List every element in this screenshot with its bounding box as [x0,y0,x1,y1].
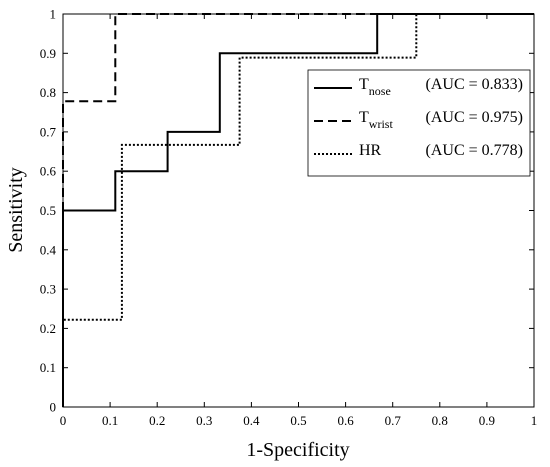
y-tick-label: 0.3 [40,282,56,297]
legend-auc: (AUC = 0.833) [426,76,523,93]
y-tick-label: 1 [50,7,57,22]
y-tick-label: 0.2 [40,321,56,336]
legend: Tnose (AUC = 0.833) Twrist (AUC = 0.975) HR (… [307,69,531,177]
x-tick-label: 0.3 [196,413,212,428]
y-tick-label: 0.7 [40,124,57,139]
x-tick-label: 0.8 [432,413,448,428]
x-tick-label: 0.7 [385,413,402,428]
series-line-1 [62,13,534,407]
legend-label-main: T [359,109,369,126]
y-tick-label: 0 [50,400,57,415]
y-tick-label: 0.8 [40,85,56,100]
x-tick-label: 1 [531,413,538,428]
y-axis-title: Sensitivity [5,167,27,253]
x-tick-label: 0.9 [479,413,495,428]
series-line-0 [62,13,534,407]
x-tick-label: 0.2 [149,413,165,428]
axis-ticks: 0 0.1 0.2 0.3 0.4 0.5 0.6 0.7 0.8 0.9 1 0 0.1 0.2 0.3 0… [40,7,538,429]
legend-label-main: HR [359,142,382,159]
x-tick-label: 0 [60,413,67,428]
legend-auc: (AUC = 0.778) [426,142,523,159]
x-tick-label: 0.4 [243,413,260,428]
y-tick-label: 0.1 [40,360,56,375]
y-tick-label: 0.4 [40,242,57,257]
legend-label: HR [359,142,382,159]
series-layer [62,13,534,407]
legend-label-main: T [359,76,369,93]
legend-label: Tnose [359,76,391,98]
x-tick-label: 0.5 [290,413,306,428]
y-tick-label: 0.9 [40,46,56,61]
x-axis-title: 1-Specificity [246,439,349,461]
y-tick-label: 0.5 [40,203,56,218]
x-tick-label: 0.1 [102,413,118,428]
legend-label-sub: nose [369,84,391,98]
legend-label: Twrist [359,109,393,131]
legend-auc: (AUC = 0.975) [426,109,523,126]
y-tick-label: 0.6 [40,164,57,179]
x-tick-label: 0.6 [337,413,354,428]
legend-label-sub: wrist [369,117,394,131]
